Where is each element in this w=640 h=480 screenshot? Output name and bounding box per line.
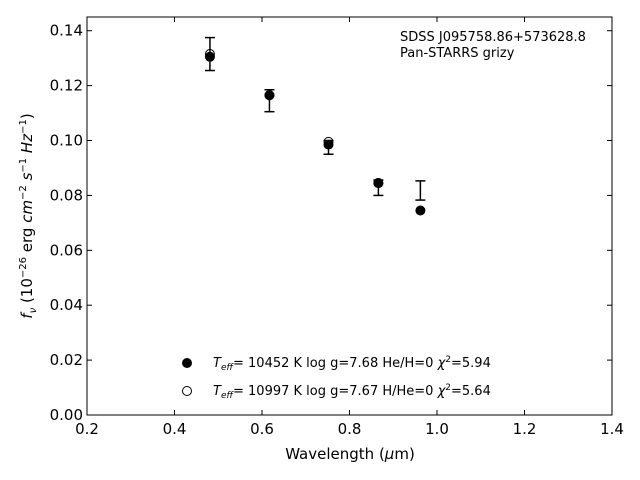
y-tick-label: 0.10: [50, 132, 83, 150]
x-tick-label: 1.0: [425, 420, 449, 438]
model-point-open: [204, 49, 215, 60]
data-marks: [204, 36, 426, 216]
x-tick-label: 0.4: [163, 420, 187, 438]
model-point-open: [323, 136, 334, 147]
x-tick-label: 0.2: [75, 420, 99, 438]
legend: Teff= 10452 K log g=7.68 He/H=0 χ2=5.94 …: [182, 355, 491, 401]
model-point-open: [264, 90, 275, 101]
x-tick-label: 1.4: [600, 420, 624, 438]
y-tick-label: 0.14: [50, 22, 83, 40]
annotation-object-name: SDSS J095758.86+573628.8: [400, 30, 586, 45]
y-tick-label: 0.02: [50, 351, 83, 369]
legend-marker-open: [182, 386, 192, 396]
y-tick-label: 0.12: [50, 77, 83, 95]
model-point-filled: [204, 51, 215, 62]
legend-label-0: Teff= 10452 K log g=7.68 He/H=0 χ2=5.94: [213, 355, 491, 373]
axes: 0.2 0.4 0.6 0.8 1.0 1.2 1.4 0.00 0.02 0.04 0.06 0.0…: [50, 17, 624, 438]
model-point-filled: [323, 139, 334, 150]
x-axis-title: Wavelength (μm): [285, 445, 415, 463]
y-tick-label: 0.04: [50, 296, 83, 314]
y-axis-title: fν (10−26 erg cm−2 s−1 Hz−1): [18, 113, 39, 318]
annotation-survey: Pan-STARRS grizy: [400, 46, 515, 61]
x-tick-label: 0.6: [250, 420, 274, 438]
x-tick-label: 1.2: [513, 420, 537, 438]
x-tick-label: 0.8: [338, 420, 362, 438]
legend-marker-filled: [182, 358, 192, 368]
legend-label-1: Teff= 10997 K log g=7.67 H/He=0 χ2=5.64: [213, 383, 491, 401]
y-tick-label: 0.06: [50, 241, 83, 259]
y-tick-label: 0.00: [50, 406, 83, 424]
y-tick-label: 0.08: [50, 186, 83, 204]
model-point-open: [373, 178, 384, 189]
model-point-filled: [415, 205, 426, 216]
